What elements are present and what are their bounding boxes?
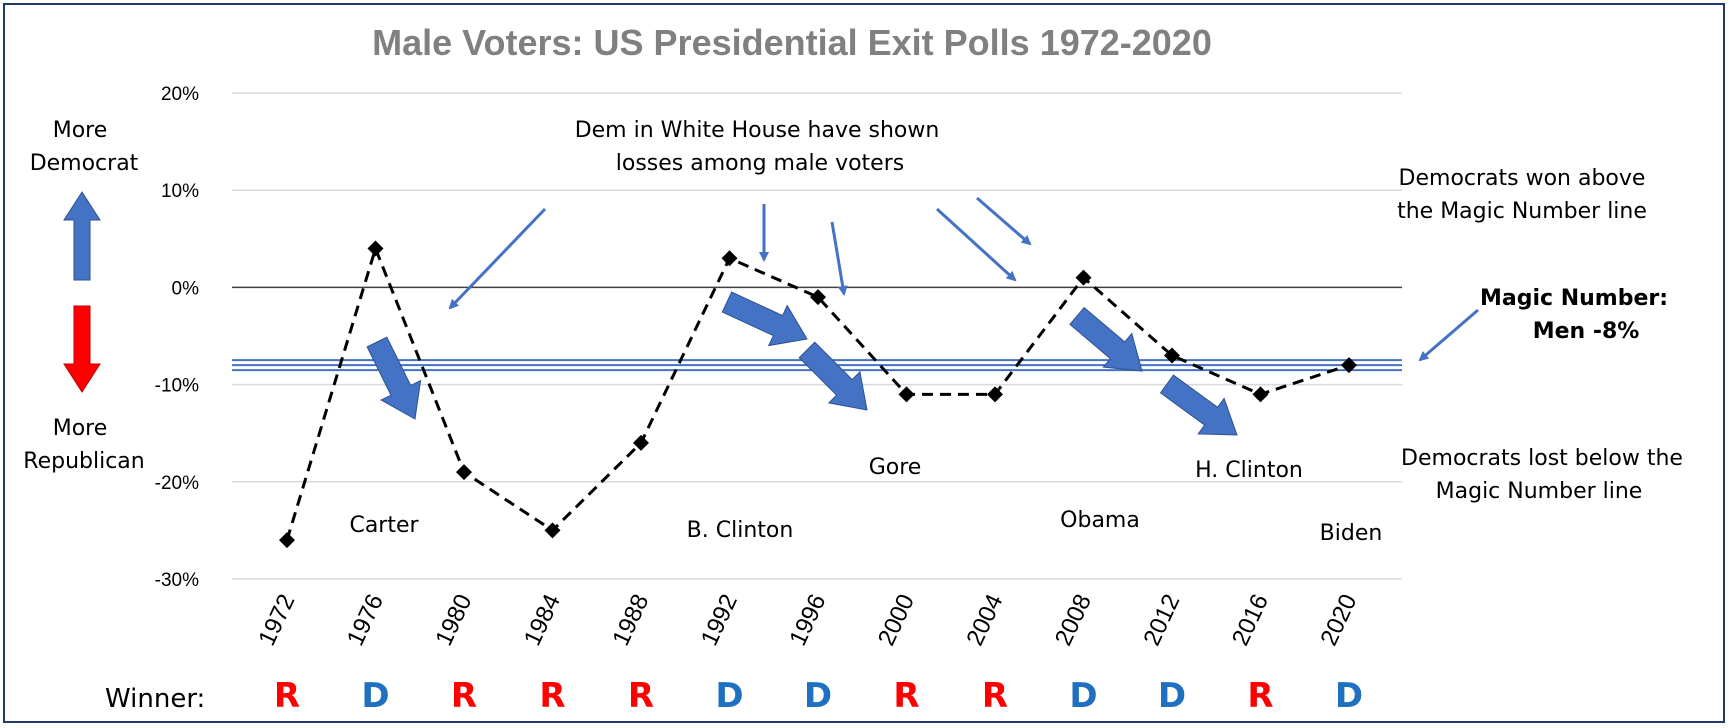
more-democrat-label-1: More	[53, 118, 108, 143]
y-tick-label: 20%	[161, 84, 199, 105]
winner-label: Winner:	[105, 684, 205, 714]
more-republican-label-1: More	[53, 416, 108, 441]
data-point	[1341, 357, 1357, 374]
chart-svg: Male Voters: US Presidential Exit Polls …	[23, 22, 1683, 716]
winner-party: D	[1069, 676, 1097, 716]
president-biden: Biden	[1320, 521, 1383, 546]
data-point	[633, 434, 649, 451]
data-point	[1252, 386, 1269, 403]
winner-party: D	[1335, 676, 1363, 716]
data-point	[898, 386, 915, 403]
data-point	[721, 250, 738, 267]
magic-number-title: Magic Number:	[1480, 286, 1668, 311]
more-democrat-label-2: Democrat	[30, 151, 139, 176]
winner-party: R	[982, 676, 1008, 716]
x-tick-label: 1988	[607, 590, 654, 650]
trend-arrow-icon	[721, 291, 808, 347]
x-tick-label: 1984	[519, 590, 566, 650]
winner-party: R	[893, 676, 919, 716]
chart-title: Male Voters: US Presidential Exit Polls …	[372, 22, 1212, 63]
dem-lost-note-1: Democrats lost below the	[1401, 446, 1683, 471]
winner-party: D	[1158, 676, 1186, 716]
trend-arrow-icon	[366, 336, 422, 420]
x-axis-ticks: 1972 1976 1980 1984 1988 1992 1996 2000 2004 2008…	[253, 590, 1362, 650]
x-tick-label: 2012	[1138, 590, 1185, 650]
x-tick-label: 1976	[342, 590, 389, 650]
grid	[232, 92, 1402, 580]
annotation-arrows	[448, 196, 1479, 362]
x-tick-label: 1980	[430, 590, 477, 650]
data-point	[1075, 269, 1092, 286]
trend-arrow-icon	[1159, 374, 1238, 436]
x-tick-label: 1996	[784, 590, 831, 650]
data-point	[544, 522, 561, 539]
data-point	[1164, 347, 1180, 364]
winner-party: R	[274, 676, 300, 716]
president-gore: Gore	[869, 455, 922, 480]
dem-won-note-1: Democrats won above	[1399, 166, 1646, 191]
dem-won-note-2: the Magic Number line	[1397, 199, 1647, 224]
winner-party: D	[804, 676, 832, 716]
x-tick-label: 2016	[1227, 590, 1274, 650]
more-republican-label-2: Republican	[23, 449, 144, 474]
dem-whitehouse-note-2: losses among male voters	[616, 151, 904, 176]
chart-frame: Male Voters: US Presidential Exit Polls …	[3, 3, 1725, 723]
x-tick-label: 1992	[696, 590, 743, 650]
dem-lost-note-2: Magic Number line	[1436, 479, 1643, 504]
president-h-clinton: H. Clinton	[1195, 458, 1303, 483]
trend-arrow-icon	[798, 341, 868, 411]
trend-arrows	[366, 291, 1238, 436]
x-tick-label: 2004	[961, 590, 1008, 650]
y-tick-label: -30%	[155, 570, 199, 591]
winner-party: D	[361, 676, 389, 716]
data-point	[456, 464, 472, 481]
y-tick-label: 10%	[161, 181, 199, 202]
data-point	[987, 386, 1003, 403]
more-democrat-arrow-icon	[63, 191, 101, 281]
president-carter: Carter	[349, 513, 419, 538]
y-axis-ticks: 20% 10% 0% -10% -20% -30%	[155, 84, 199, 591]
magic-number-value: Men -8%	[1533, 319, 1640, 344]
more-republican-arrow-icon	[63, 305, 101, 393]
winner-party: R	[628, 676, 654, 716]
y-tick-label: -20%	[155, 473, 199, 494]
x-tick-label: 2020	[1315, 590, 1362, 650]
winner-party: R	[1247, 676, 1273, 716]
y-tick-label: 0%	[172, 278, 200, 299]
y-tick-label: -10%	[155, 376, 199, 397]
winner-party: D	[715, 676, 743, 716]
data-point	[810, 289, 826, 306]
president-obama: Obama	[1060, 508, 1140, 533]
dem-whitehouse-note-1: Dem in White House have shown	[575, 118, 940, 143]
winner-party: R	[451, 676, 477, 716]
data-point	[279, 532, 295, 549]
data-points	[279, 240, 1357, 549]
x-tick-label: 2008	[1050, 590, 1097, 650]
trend-arrow-icon	[1069, 306, 1143, 372]
x-tick-label: 2000	[873, 590, 920, 650]
president-b-clinton: B. Clinton	[687, 518, 794, 543]
x-tick-label: 1972	[253, 590, 300, 650]
winner-party: R	[539, 676, 565, 716]
data-point	[367, 240, 384, 257]
